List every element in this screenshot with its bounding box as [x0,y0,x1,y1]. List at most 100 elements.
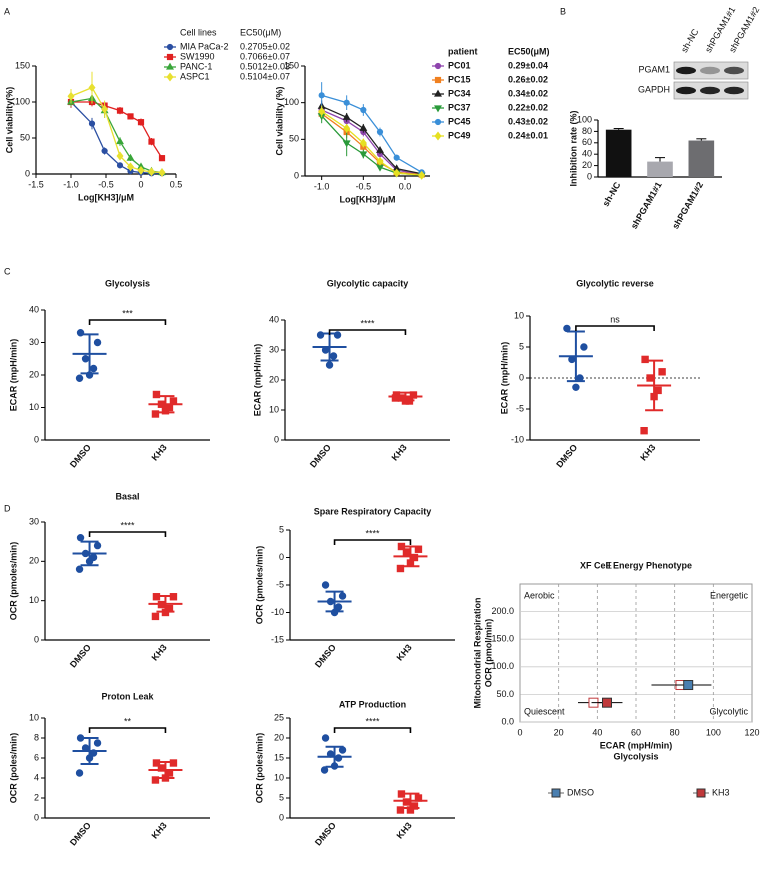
bar [605,129,632,177]
x-tick-label: -0.5 [98,179,114,189]
y-tick-label: 80 [582,126,592,136]
data-point [393,154,400,161]
data-point [393,168,401,178]
data-point [318,92,325,99]
data-point [338,592,347,600]
data-point [418,170,426,180]
y-axis-label: OCR (pmoles/min) [254,546,264,625]
y-axis-label: Cell viability(%) [4,87,14,154]
legend-marker [166,72,174,82]
data-point [391,394,400,402]
chart-title: ATP Production [339,699,406,709]
legend-marker [166,53,174,61]
y-tick-label: 150 [15,60,30,70]
y-tick-label: 150 [284,60,299,70]
chart-title: Basal [115,491,139,501]
x-tick-label: -1.5 [28,179,44,189]
significance-label: **** [365,528,380,538]
legend-marker [434,76,442,84]
y-tick-label: 100 [577,114,592,124]
y-tick-label: 10 [29,712,39,722]
y-tick-label: 25 [274,712,284,722]
data-point [641,355,649,364]
quadrant-label: Energetic [710,590,749,600]
x-tick-label: DMSO [313,820,338,847]
data-point [127,162,134,172]
y-tick-label: 0 [34,434,39,444]
data-point [396,564,405,573]
y-tick-label: 50 [289,134,299,144]
y-axis-label: OCR (poles/min) [8,733,18,804]
y-axis-label: ECAR (mpH/min) [499,342,509,415]
chart-title: Spare Respiratory Capacity [314,506,432,516]
y-axis-label: ECAR (mpH/min) [8,339,18,412]
legend-ec50: 0.26±0.02 [508,74,548,84]
x-tick-label: 0.5 [170,179,183,189]
data-point [329,352,338,360]
y-axis-label: OCR (pmol/min) [483,619,493,688]
data-point [658,368,666,376]
y-tick-label: 30 [29,516,39,526]
y-tick-label: 0.0 [501,716,514,726]
data-point [93,338,102,347]
x-tick-label: -1.0 [314,181,330,191]
x-tick-label: shPGAM1#2 [670,180,705,230]
y-tick-label: 15 [274,752,284,762]
legend-ec50: 0.34±0.02 [508,88,548,98]
panel-label: E [606,560,612,570]
x-tick-label: 0.0 [399,181,412,191]
y-tick-label: -15 [271,634,284,644]
y-tick-label: 60 [582,137,592,147]
y-axis-label: Cell viability (%) [274,86,284,155]
data-point [640,427,648,435]
legend-ec50: 0.5012±0.03 [240,61,290,71]
blot-lane-label: sh-NC [679,27,701,55]
y-axis-label: ECAR (mpH/min) [252,344,262,417]
legend-label: PC01 [448,60,471,70]
y-tick-label: 0 [25,168,30,178]
x-tick-label: DMSO [68,442,93,469]
data-point [151,410,160,418]
x-tick-label: DMSO [313,642,338,669]
data-point [75,374,84,382]
data-point [116,107,124,114]
legend-label: SW1990 [180,51,215,61]
data-point [148,138,155,145]
x-axis-label: Log[KH3]/μM [78,192,134,202]
y-tick-label: 0 [34,634,39,644]
legend-title: Cell lines [180,27,217,37]
y-tick-label: 100.0 [491,661,514,671]
data-point [89,364,98,373]
series-line [321,109,422,176]
x-tick-label: 40 [592,727,602,737]
data-point [376,145,384,153]
data-point [342,140,351,148]
y-tick-label: 20 [274,732,284,742]
data-point [137,119,145,126]
data-point [334,603,343,611]
data-point [152,390,161,399]
y-tick-label: 5 [279,524,284,534]
bar [688,140,715,177]
x-tick-label: 0 [517,727,522,737]
quadrant-label: Quiescent [524,706,565,716]
blot-row-label: GAPDH [638,84,670,94]
y-axis-label: Inhibition rate (%) [568,111,578,187]
y-tick-label: 200.0 [491,606,514,616]
x-tick-label: 0 [138,179,143,189]
y-tick-label: 2 [34,792,39,802]
legend-ec50: 0.24±0.01 [508,130,548,140]
data-point [321,734,330,742]
legend-marker [434,105,442,113]
series-line [321,94,422,173]
x-tick-label: KH3 [395,820,414,840]
legend-header: EC50(μM) [240,27,281,37]
y-tick-label: 0 [587,171,592,181]
y-tick-label: -10 [271,607,284,617]
y-tick-label: 10 [29,595,39,605]
legend-marker [434,131,442,141]
blot-band [676,86,696,95]
data-point [343,99,350,106]
data-point [116,137,124,145]
blot-band [700,66,720,75]
